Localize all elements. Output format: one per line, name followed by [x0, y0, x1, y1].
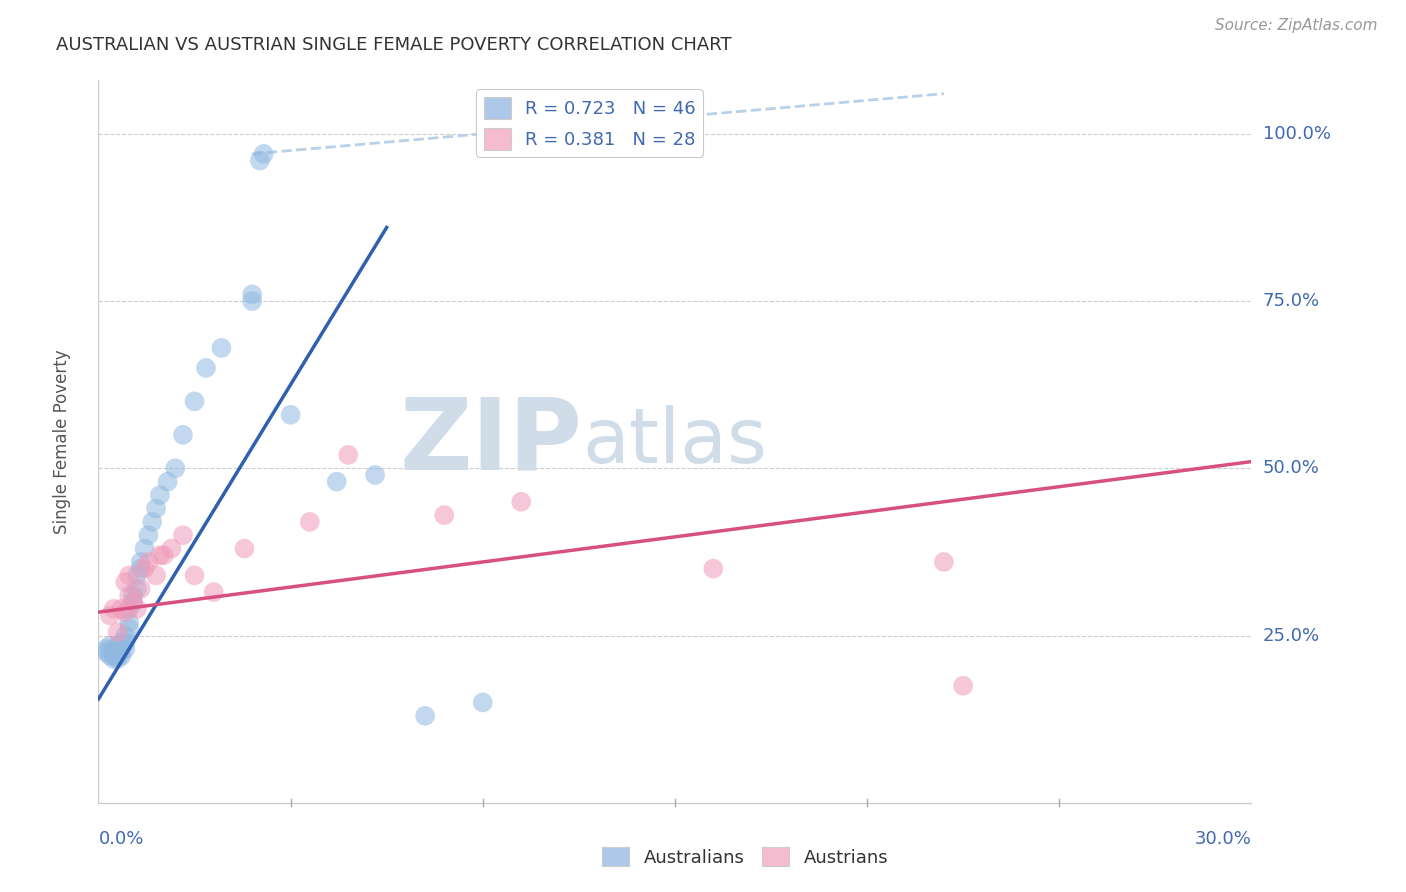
Point	[114, 575, 136, 590]
Point	[165, 461, 187, 475]
Point	[209, 341, 232, 355]
Text: Source: ZipAtlas.com: Source: ZipAtlas.com	[1215, 18, 1378, 33]
Point	[134, 562, 156, 576]
Point	[110, 635, 132, 649]
Point	[114, 605, 136, 619]
Point	[145, 568, 167, 582]
Point	[413, 708, 436, 723]
Point	[98, 639, 121, 653]
Point	[107, 652, 129, 666]
Point	[110, 648, 132, 663]
Point	[240, 294, 263, 309]
Text: 75.0%: 75.0%	[1263, 292, 1320, 310]
Point	[149, 488, 172, 502]
Point	[280, 408, 302, 422]
Point	[298, 515, 321, 529]
Point	[249, 153, 271, 168]
Point	[240, 287, 263, 301]
Point	[364, 467, 387, 482]
Point	[702, 562, 724, 576]
Text: ZIP: ZIP	[399, 393, 582, 490]
Point	[152, 548, 174, 563]
Point	[103, 642, 125, 657]
Point	[110, 602, 132, 616]
Point	[145, 501, 167, 516]
Point	[103, 652, 125, 666]
Text: 25.0%: 25.0%	[1263, 626, 1320, 645]
Point	[98, 648, 121, 663]
Text: AUSTRALIAN VS AUSTRIAN SINGLE FEMALE POVERTY CORRELATION CHART: AUSTRALIAN VS AUSTRIAN SINGLE FEMALE POV…	[56, 36, 733, 54]
Point	[325, 475, 347, 489]
Point	[510, 494, 533, 508]
Point	[172, 427, 194, 442]
Point	[134, 541, 156, 556]
Point	[110, 643, 132, 657]
Point	[114, 642, 136, 657]
Point	[141, 515, 163, 529]
Point	[337, 448, 360, 462]
Legend: Australians, Austrians: Australians, Austrians	[595, 840, 896, 874]
Point	[114, 628, 136, 642]
Text: 30.0%: 30.0%	[1195, 830, 1251, 847]
Point	[94, 642, 117, 657]
Point	[233, 541, 256, 556]
Point	[107, 645, 129, 659]
Point	[114, 635, 136, 649]
Point	[107, 625, 129, 640]
Point	[195, 361, 218, 376]
Point	[202, 585, 225, 599]
Point	[94, 645, 117, 659]
Point	[122, 589, 145, 603]
Point	[253, 147, 276, 161]
Point	[129, 582, 152, 596]
Text: 100.0%: 100.0%	[1263, 125, 1331, 143]
Text: 50.0%: 50.0%	[1263, 459, 1320, 477]
Point	[118, 615, 141, 630]
Point	[129, 555, 152, 569]
Point	[471, 696, 494, 710]
Point	[122, 595, 145, 609]
Point	[183, 568, 205, 582]
Point	[107, 639, 129, 653]
Point	[138, 555, 160, 569]
Point	[118, 589, 141, 603]
Point	[433, 508, 456, 523]
Point	[103, 648, 125, 663]
Text: atlas: atlas	[582, 405, 768, 478]
Point	[149, 548, 172, 563]
Point	[160, 541, 183, 556]
Point	[98, 608, 121, 623]
Point	[125, 568, 148, 582]
Point	[107, 648, 129, 663]
Point	[103, 602, 125, 616]
Text: 0.0%: 0.0%	[98, 830, 143, 847]
Point	[156, 475, 179, 489]
Legend: R = 0.723   N = 46, R = 0.381   N = 28: R = 0.723 N = 46, R = 0.381 N = 28	[477, 89, 703, 157]
Point	[125, 582, 148, 596]
Point	[125, 602, 148, 616]
Point	[952, 679, 974, 693]
Point	[118, 568, 141, 582]
Point	[122, 595, 145, 609]
Point	[183, 394, 205, 409]
Text: Single Female Poverty: Single Female Poverty	[52, 350, 70, 533]
Point	[118, 622, 141, 636]
Point	[138, 528, 160, 542]
Point	[129, 562, 152, 576]
Point	[118, 602, 141, 616]
Point	[172, 528, 194, 542]
Point	[932, 555, 955, 569]
